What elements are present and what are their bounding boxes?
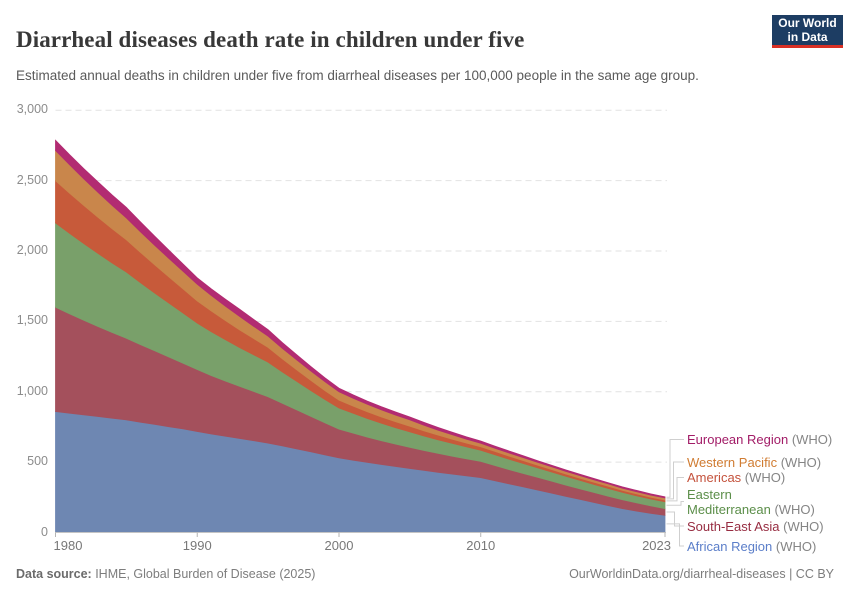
legend-label: African Region (687, 538, 773, 554)
y-tick-label: 2,500 (16, 172, 48, 187)
legend-label: Americas (687, 470, 742, 485)
legend-suffix: (WHO) (770, 501, 815, 517)
area-european-region-who-[interactable] (55, 139, 666, 499)
legend-suffix: (WHO) (741, 470, 786, 485)
legend-connector (666, 461, 684, 500)
legend-connector (666, 439, 684, 498)
chart-footer: Data source: IHME, Global Burden of Dise… (16, 567, 834, 581)
y-tick-label: 2,000 (16, 243, 48, 257)
legend-suffix: (WHO) (777, 454, 822, 470)
legend-item-african-region[interactable]: African Region (WHO) (687, 539, 837, 554)
x-tick-label: 1980 (53, 538, 83, 553)
data-source-note: Data source: IHME, Global Burden of Dise… (16, 567, 315, 581)
page-title: Diarrheal diseases death rate in childre… (16, 27, 525, 53)
legend-item-eastern-mediterranean[interactable]: Eastern Mediterranean (WHO) (687, 487, 837, 518)
legend-label: Western Pacific (687, 454, 778, 470)
y-tick-label: 1,500 (16, 313, 48, 328)
x-tick-label: 2023 (642, 538, 671, 553)
x-tick-label: 2000 (324, 538, 354, 553)
legend-item-european-region[interactable]: European Region (WHO) (687, 432, 837, 447)
legend-item-western-pacific[interactable]: Western Pacific (WHO) (687, 455, 837, 470)
legend-connector (666, 501, 684, 506)
y-tick-label: 1,000 (16, 383, 48, 398)
legend-label-line2: Mediterranean (687, 501, 771, 517)
data-source-value: IHME, Global Burden of Disease (2025) (91, 567, 316, 581)
legend-connector (666, 523, 684, 547)
y-tick-label: 3,000 (16, 102, 48, 117)
x-tick-label: 2010 (466, 538, 496, 553)
legend-item-south-east-asia[interactable]: South-East Asia (WHO) (687, 519, 837, 534)
legend-label: South-East Asia (687, 518, 780, 534)
legend-suffix: (WHO) (788, 432, 833, 447)
legend-label: European Region (687, 432, 789, 447)
data-source-label: Data source: (16, 567, 92, 581)
y-tick-label: 0 (41, 524, 48, 539)
x-tick-label: 1990 (182, 538, 212, 553)
chart-subtitle: Estimated annual deaths in children unde… (16, 67, 699, 83)
legend-item-americas[interactable]: Americas (WHO) (687, 470, 837, 485)
legend-connector (666, 477, 684, 502)
owid-logo-line2: in Data (787, 30, 828, 44)
owid-link[interactable]: OurWorldinData.org/diarrheal-diseases | … (569, 567, 834, 581)
legend-suffix: (WHO) (779, 518, 824, 534)
owid-logo-line1: Our World (778, 15, 837, 30)
owid-logo[interactable]: Our World in Data (772, 15, 843, 48)
legend-label: Eastern (687, 486, 732, 502)
legend-suffix: (WHO) (772, 538, 817, 554)
y-tick-label: 500 (27, 454, 48, 469)
